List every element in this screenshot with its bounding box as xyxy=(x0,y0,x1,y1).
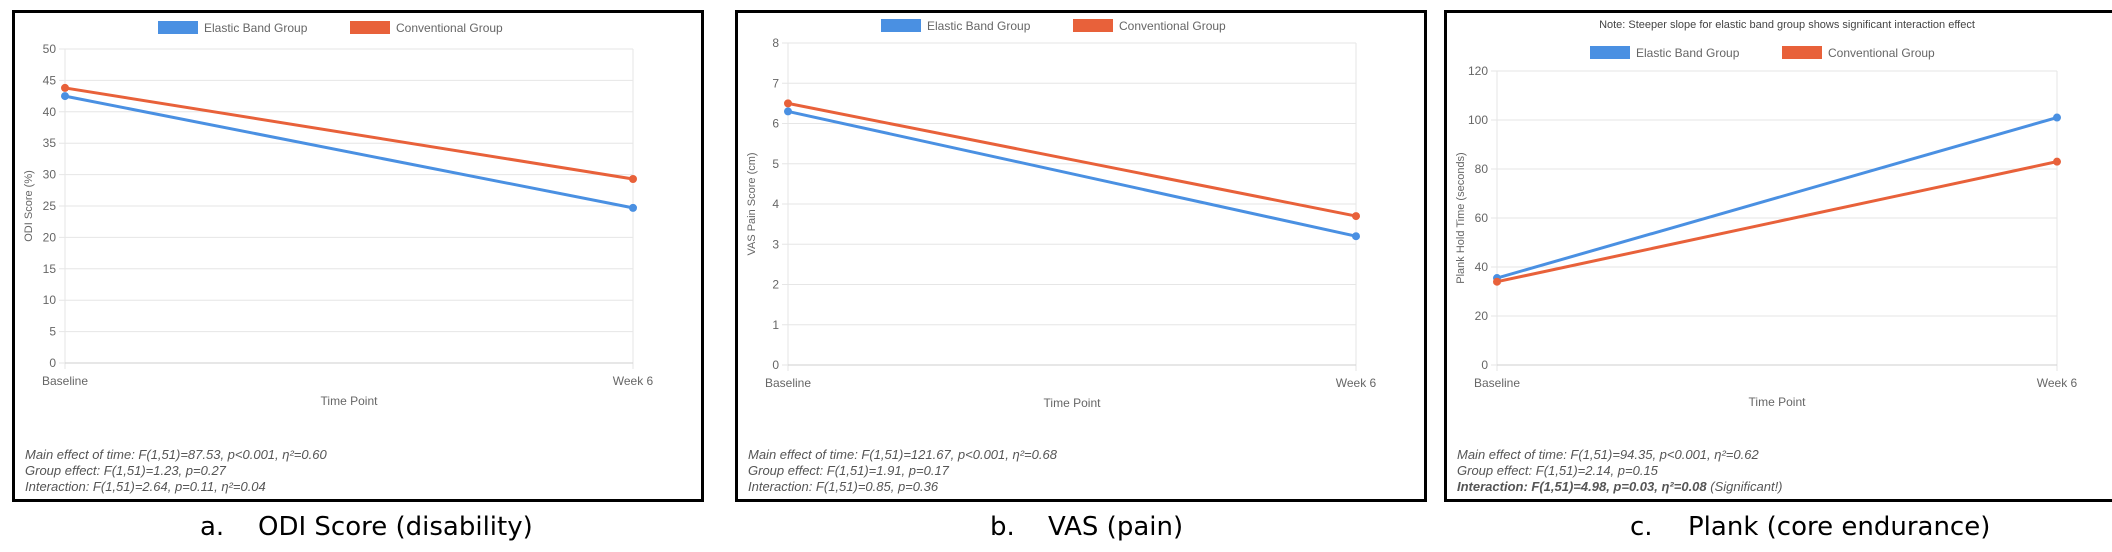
odi-y-tick-label: 35 xyxy=(43,136,57,150)
odi-y-tick-label: 15 xyxy=(43,262,57,276)
plank-legend-swatch-2[interactable] xyxy=(1782,46,1822,59)
odi-legend-label-2[interactable]: Conventional Group xyxy=(396,21,503,35)
caption-a-letter: a. xyxy=(200,512,225,542)
plank-x-tick-label: Week 6 xyxy=(2037,376,2078,390)
chart-panel-odi: 0 5 10 15 20 25 30 35 40 45 50 Baseline Week 6 Time P… xyxy=(12,10,704,502)
vas-x-tick-label: Week 6 xyxy=(1336,376,1377,390)
vas-legend-swatch-1[interactable] xyxy=(881,19,921,32)
vas-data-point-1[interactable] xyxy=(1352,232,1360,241)
vas-y-tick-label: 6 xyxy=(772,117,779,131)
odi-y-tick-label: 0 xyxy=(49,356,56,370)
vas-y-tick-label: 5 xyxy=(772,157,779,171)
vas-series-line-1 xyxy=(787,109,1357,238)
odi-y-tick-label: 50 xyxy=(43,42,57,56)
plank-y-tick-label: 80 xyxy=(1475,162,1489,176)
plank-legend-label-1[interactable]: Elastic Band Group xyxy=(1636,46,1740,60)
odi-data-point-1[interactable] xyxy=(629,203,637,212)
chart-panel-plank: 0 20 40 60 80 100 120 Baseline Week 6 Time Point P… xyxy=(1444,10,2112,502)
vas-series-line-2 xyxy=(787,101,1357,218)
plank-y-tick-label: 100 xyxy=(1468,113,1488,127)
vas-x-axis-label: Time Point xyxy=(1044,396,1102,410)
vas-y-tick-label: 1 xyxy=(772,318,779,332)
plank-series-line-2 xyxy=(1496,160,2058,284)
plank-significant-note: (Significant!) xyxy=(1710,479,1783,494)
vas-y-tick-label: 7 xyxy=(772,76,779,90)
odi-stat-interaction: Interaction: F(1,51)=2.64, p=0.11, η²=0.… xyxy=(25,479,266,494)
odi-y-tick-label: 45 xyxy=(43,73,57,87)
vas-y-tick-label: 3 xyxy=(772,237,779,251)
vas-data-point-2[interactable] xyxy=(1352,212,1360,221)
odi-y-tick-label: 30 xyxy=(43,168,57,182)
odi-series-line-2 xyxy=(64,86,634,181)
plank-legend-swatch-1[interactable] xyxy=(1590,46,1630,59)
caption-a: a. ODI Score (disability) xyxy=(200,512,533,542)
plank-legend-label-2[interactable]: Conventional Group xyxy=(1828,46,1935,60)
caption-c-text: Plank (core endurance) xyxy=(1688,512,1991,542)
plank-stats-block: Main effect of time: F(1,51)=94.35, p<0.… xyxy=(1457,447,1783,495)
vas-stats-block: Main effect of time: F(1,51)=121.67, p<0… xyxy=(748,447,1057,495)
plank-y-tick-label: 120 xyxy=(1468,64,1488,78)
odi-y-tick-label: 40 xyxy=(43,105,57,119)
plank-stat-interaction: Interaction: F(1,51)=4.98, p=0.03, η²=0.… xyxy=(1457,479,1707,494)
vas-y-tick-label: 4 xyxy=(772,197,779,211)
vas-y-tick-label: 8 xyxy=(772,36,779,50)
vas-data-point-1[interactable] xyxy=(784,107,792,116)
odi-series-line-1 xyxy=(64,94,634,210)
vas-stat-interaction: Interaction: F(1,51)=0.85, p=0.36 xyxy=(748,479,939,494)
plank-chart-note: Note: Steeper slope for elastic band gro… xyxy=(1599,19,1975,31)
caption-b-text: VAS (pain) xyxy=(1048,512,1184,542)
odi-data-point-2[interactable] xyxy=(629,174,637,183)
caption-c-letter: c. xyxy=(1630,512,1653,542)
vas-y-tick-label: 0 xyxy=(772,358,779,372)
vas-x-tick-label: Baseline xyxy=(765,376,811,390)
vas-line-chart: 0 1 2 3 4 5 6 7 8 Baseline Week 6 Time Point VAS Pai… xyxy=(746,19,1377,410)
plank-y-tick-label: 40 xyxy=(1475,260,1489,274)
plank-data-point-1[interactable] xyxy=(2053,113,2061,122)
odi-line-chart: 0 5 10 15 20 25 30 35 40 45 50 Baseline Week 6 Time P… xyxy=(23,21,654,408)
caption-c: c. Plank (core endurance) xyxy=(1630,512,1990,542)
odi-x-tick-label: Week 6 xyxy=(613,374,654,388)
odi-legend-swatch-2[interactable] xyxy=(350,21,390,34)
plank-y-tick-label: 0 xyxy=(1481,358,1488,372)
odi-y-tick-label: 10 xyxy=(43,293,57,307)
odi-y-tick-label: 25 xyxy=(43,199,57,213)
plank-stat-interaction-line: Interaction: F(1,51)=4.98, p=0.03, η²=0.… xyxy=(1457,479,1783,495)
odi-stat-time: Main effect of time: F(1,51)=87.53, p<0.… xyxy=(25,447,327,462)
odi-legend-label-1[interactable]: Elastic Band Group xyxy=(204,21,308,35)
odi-stat-group: Group effect: F(1,51)=1.23, p=0.27 xyxy=(25,463,226,478)
vas-legend-swatch-2[interactable] xyxy=(1073,19,1113,32)
odi-y-axis-label: ODI Score (%) xyxy=(23,170,35,242)
vas-stat-time: Main effect of time: F(1,51)=121.67, p<0… xyxy=(748,447,1057,462)
vas-y-tick-label: 2 xyxy=(772,278,779,292)
odi-legend-swatch-1[interactable] xyxy=(158,21,198,34)
vas-data-point-2[interactable] xyxy=(784,99,792,108)
plank-stat-group: Group effect: F(1,51)=2.14, p=0.15 xyxy=(1457,463,1658,478)
odi-x-tick-label: Baseline xyxy=(42,374,88,388)
odi-y-tick-label: 20 xyxy=(43,230,57,244)
odi-y-tick-label: 5 xyxy=(49,325,56,339)
chart-panel-vas: 0 1 2 3 4 5 6 7 8 Baseline Week 6 Time Point VAS Pai… xyxy=(735,10,1427,502)
odi-stats-block: Main effect of time: F(1,51)=87.53, p<0.… xyxy=(25,447,327,495)
odi-data-point-1[interactable] xyxy=(61,92,69,101)
plank-y-tick-label: 20 xyxy=(1475,309,1489,323)
caption-b-letter: b. xyxy=(990,512,1015,542)
odi-x-axis-label: Time Point xyxy=(321,394,379,408)
vas-legend-label-1[interactable]: Elastic Band Group xyxy=(927,19,1031,33)
plank-series-line-1 xyxy=(1496,116,2058,280)
plank-line-chart: 0 20 40 60 80 100 120 Baseline Week 6 Time Point P… xyxy=(1455,19,2078,409)
vas-y-axis-label: VAS Pain Score (cm) xyxy=(746,152,758,255)
odi-data-point-2[interactable] xyxy=(61,83,69,92)
plank-x-axis-label: Time Point xyxy=(1749,395,1807,409)
vas-stat-group: Group effect: F(1,51)=1.91, p=0.17 xyxy=(748,463,949,478)
plank-x-tick-label: Baseline xyxy=(1474,376,1520,390)
plank-data-point-2[interactable] xyxy=(2053,157,2061,166)
plank-y-tick-label: 60 xyxy=(1475,211,1489,225)
caption-b: b. VAS (pain) xyxy=(990,512,1183,542)
caption-a-text: ODI Score (disability) xyxy=(258,512,533,542)
plank-stat-time: Main effect of time: F(1,51)=94.35, p<0.… xyxy=(1457,447,1759,462)
plank-data-point-2[interactable] xyxy=(1493,277,1501,286)
vas-legend-label-2[interactable]: Conventional Group xyxy=(1119,19,1226,33)
plank-y-axis-label: Plank Hold Time (seconds) xyxy=(1455,152,1467,283)
